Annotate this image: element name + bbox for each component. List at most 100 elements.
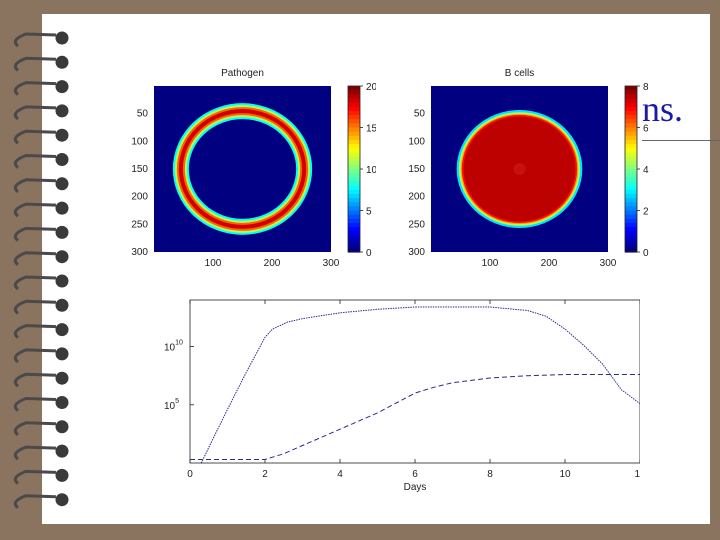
colorbar-segment bbox=[625, 144, 637, 149]
colorbar-segment bbox=[625, 123, 637, 129]
binding-hole bbox=[55, 128, 69, 142]
colorbar-tick-label: 15 bbox=[366, 124, 376, 135]
spiral-coil bbox=[13, 324, 57, 339]
timeseries-chart: 024681012Days1010105 bbox=[164, 299, 640, 493]
x-tick-label: 100 bbox=[205, 258, 222, 266]
colorbar-segment bbox=[625, 94, 637, 100]
colorbar-segment bbox=[625, 102, 637, 108]
title-underline bbox=[642, 140, 720, 141]
binding-hole bbox=[55, 420, 69, 434]
colorbar-segment bbox=[348, 135, 360, 141]
colorbar-tick-label: 5 bbox=[366, 207, 372, 218]
spiral-coil bbox=[13, 494, 57, 509]
slide-title-fragment: ns. bbox=[642, 89, 684, 129]
y-tick-exponent: 10 bbox=[175, 340, 183, 347]
colorbar-tick-label: 6 bbox=[643, 124, 649, 135]
colorbar-segment bbox=[348, 139, 360, 145]
spiral-coil bbox=[13, 32, 57, 48]
colorbar-segment bbox=[625, 115, 637, 120]
colorbar-segment bbox=[625, 227, 637, 232]
colorbar-segment bbox=[625, 139, 637, 145]
series-line-solid bbox=[200, 306, 640, 464]
y-tick-label: 150 bbox=[131, 164, 148, 175]
binding-hole bbox=[55, 80, 69, 94]
series-line-dashed bbox=[190, 374, 640, 460]
colorbar-segment bbox=[348, 102, 360, 108]
y-tick-exponent: 5 bbox=[175, 398, 179, 405]
colorbar-segment bbox=[348, 152, 360, 158]
spiral-coil bbox=[13, 178, 57, 193]
colorbar-segment bbox=[348, 222, 360, 228]
colorbar-segment bbox=[348, 123, 360, 129]
colorbar-segment bbox=[348, 110, 360, 116]
y-tick-label: 100 bbox=[408, 136, 425, 147]
colorbar-segment bbox=[348, 202, 360, 207]
colorbar-segment bbox=[625, 206, 637, 212]
colorbar-tick-label: 4 bbox=[643, 165, 649, 176]
colorbar-segment bbox=[625, 90, 637, 95]
colorbar-segment bbox=[625, 152, 637, 158]
y-tick-label: 1010 bbox=[164, 340, 183, 354]
colorbar-segment bbox=[625, 210, 637, 216]
colorbar-segment bbox=[348, 169, 360, 174]
y-tick-label: 250 bbox=[131, 219, 148, 230]
colorbar-segment bbox=[625, 173, 637, 178]
colorbar-segment bbox=[348, 106, 360, 112]
colorbar-segment bbox=[625, 185, 637, 191]
y-tick-label: 105 bbox=[164, 398, 179, 412]
colorbar-segment bbox=[625, 181, 637, 187]
colorbar-segment bbox=[348, 119, 360, 124]
spiral-coil bbox=[13, 226, 57, 242]
spiral-coil bbox=[13, 153, 57, 169]
binding-hole bbox=[55, 201, 69, 215]
colorbar-segment bbox=[348, 206, 360, 212]
colorbar-segment bbox=[348, 227, 360, 232]
binding-hole bbox=[55, 347, 69, 361]
spiral-coil bbox=[13, 348, 57, 364]
y-tick-label: 150 bbox=[408, 164, 425, 175]
colorbar-segment bbox=[348, 210, 360, 216]
x-tick-label: 2 bbox=[262, 469, 268, 480]
x-tick-label: 300 bbox=[600, 258, 617, 266]
colorbar-segment bbox=[625, 189, 637, 195]
colorbar-tick-label: 0 bbox=[643, 248, 649, 259]
colorbar-segment bbox=[625, 86, 637, 91]
colorbar-segment bbox=[348, 218, 360, 224]
colorbar-segment bbox=[625, 214, 637, 220]
plot-frame bbox=[189, 299, 640, 464]
y-tick-label: 200 bbox=[408, 192, 425, 203]
y-tick-label: 50 bbox=[137, 109, 149, 120]
colorbar-segment bbox=[625, 160, 637, 166]
x-tick-label: 10 bbox=[559, 469, 571, 480]
y-tick-label: 300 bbox=[408, 247, 425, 258]
colorbar-segment bbox=[348, 235, 360, 241]
colorbar-segment bbox=[625, 177, 637, 183]
spiral-coil bbox=[13, 56, 57, 72]
y-tick-label: 100 bbox=[131, 136, 148, 147]
y-tick-label: 300 bbox=[131, 247, 148, 258]
heatmap-title: B cells bbox=[505, 68, 534, 79]
colorbar-segment bbox=[348, 173, 360, 178]
colorbar-segment bbox=[625, 169, 637, 174]
x-axis-label: Days bbox=[404, 482, 427, 493]
spiral-coil bbox=[13, 105, 57, 121]
binding-hole bbox=[55, 225, 69, 239]
colorbar-segment bbox=[348, 198, 360, 203]
colorbar-segment bbox=[625, 239, 637, 245]
x-tick-label: 12 bbox=[634, 469, 640, 480]
spiral-coil bbox=[13, 445, 57, 461]
spiral-coil bbox=[13, 202, 57, 218]
binding-hole bbox=[55, 371, 69, 385]
spiral-coil bbox=[13, 396, 57, 412]
colorbar-segment bbox=[348, 131, 360, 137]
colorbar-segment bbox=[625, 218, 637, 224]
disk-core bbox=[513, 163, 526, 175]
spiral-coil bbox=[13, 251, 57, 266]
x-tick-label: 6 bbox=[412, 469, 418, 480]
colorbar-segment bbox=[348, 98, 360, 104]
slide-page: ns. Pathogen 50 100 150 200 250 300 100 200 300 20… bbox=[42, 14, 720, 524]
x-tick-label: 200 bbox=[264, 258, 281, 266]
binding-hole bbox=[55, 55, 69, 69]
binding-hole bbox=[55, 31, 69, 45]
